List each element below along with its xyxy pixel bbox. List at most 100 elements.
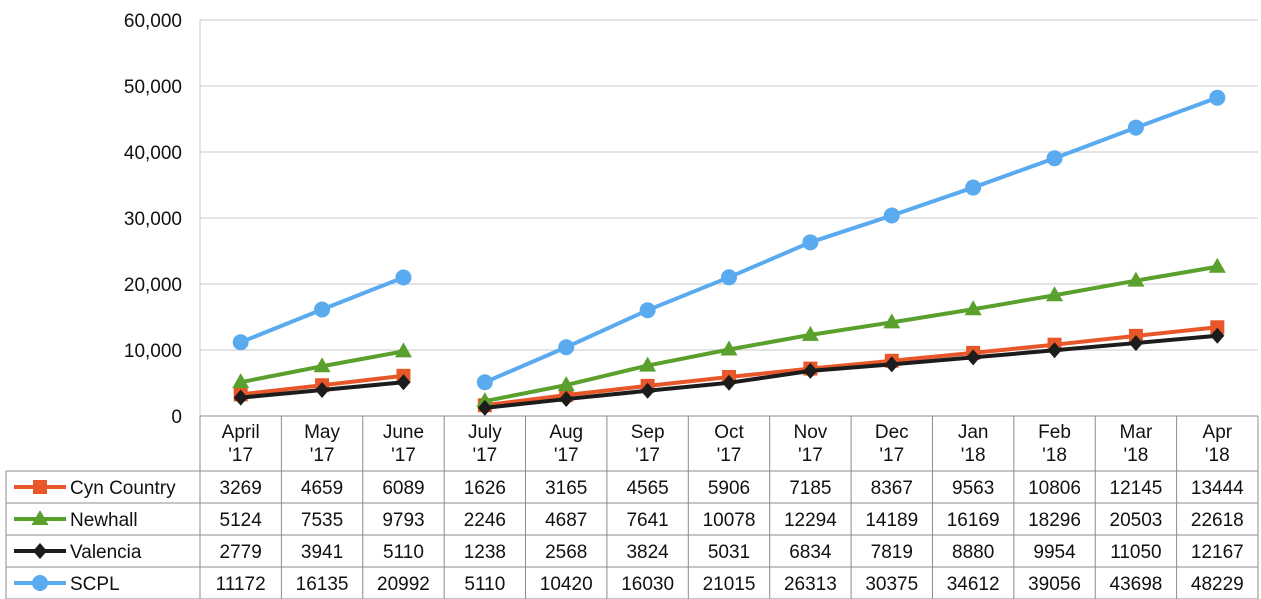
y-tick-label: 60,000 xyxy=(124,11,182,32)
x-tick-label: Aug xyxy=(549,422,583,443)
x-tick-label: Sep xyxy=(631,422,665,443)
x-tick-label: '17 xyxy=(879,445,904,466)
legend-entry: Valencia xyxy=(14,542,142,563)
table-cell: 10806 xyxy=(1028,478,1081,499)
data-point xyxy=(801,325,819,341)
table-cell: 34612 xyxy=(947,574,1000,595)
data-table: April'17May'17June'17July'17Aug'17Sep'17… xyxy=(5,415,1259,599)
table-cell: 3824 xyxy=(626,542,669,563)
x-tick-label: '17 xyxy=(472,445,497,466)
data-point xyxy=(396,374,411,391)
x-tick-label: '17 xyxy=(717,445,742,466)
data-point xyxy=(1127,119,1144,136)
table-cell: 26313 xyxy=(784,574,837,595)
data-point xyxy=(1128,335,1143,352)
data-point xyxy=(313,357,331,373)
x-tick-label: '18 xyxy=(961,445,986,466)
data-point xyxy=(883,207,900,224)
y-tick-label: 10,000 xyxy=(124,341,182,362)
data-point xyxy=(803,362,818,379)
x-tick-label: May xyxy=(304,422,340,443)
data-point xyxy=(1047,342,1062,359)
data-point xyxy=(966,349,981,366)
table-cell: 10420 xyxy=(540,574,593,595)
table-cell: 4687 xyxy=(545,510,587,531)
x-tick-label: '18 xyxy=(1124,445,1149,466)
x-tick-label: Feb xyxy=(1038,422,1071,443)
data-point xyxy=(639,356,657,372)
table-cell: 10078 xyxy=(703,510,756,531)
table-cell: 14189 xyxy=(865,510,918,531)
data-point xyxy=(477,399,492,416)
data-point xyxy=(721,269,737,286)
data-point xyxy=(722,374,736,391)
table-cell: 4659 xyxy=(301,478,343,499)
table-cell: 13444 xyxy=(1191,478,1244,499)
table-cell: 16169 xyxy=(947,510,1000,531)
legend-label: Newhall xyxy=(70,510,138,531)
x-tick-label: '18 xyxy=(1205,445,1230,466)
table-cell: 7185 xyxy=(789,478,831,499)
data-point xyxy=(558,339,575,356)
table-cell: 12167 xyxy=(1191,542,1244,563)
table-cell: 16135 xyxy=(296,574,349,595)
table-cell: 7819 xyxy=(871,542,913,563)
table-cell: 5124 xyxy=(220,510,263,531)
table-cell: 48229 xyxy=(1191,574,1244,595)
table-cell: 18296 xyxy=(1028,510,1081,531)
x-tick-label: Jan xyxy=(958,422,989,443)
series-line xyxy=(484,333,1218,410)
data-point xyxy=(1046,286,1064,302)
table-cell: 7535 xyxy=(301,510,343,531)
y-tick-label: 30,000 xyxy=(124,209,182,230)
table-cell: 12145 xyxy=(1110,478,1163,499)
data-point xyxy=(639,302,656,319)
series-lines xyxy=(232,89,1226,416)
data-point xyxy=(395,269,412,286)
table-cell: 7641 xyxy=(626,510,668,531)
legend-marker xyxy=(33,543,47,559)
table-cell: 9563 xyxy=(952,478,994,499)
table-cell: 8367 xyxy=(871,478,913,499)
table-cell: 43698 xyxy=(1110,574,1163,595)
data-point xyxy=(314,301,331,318)
table-cell: 9954 xyxy=(1033,542,1076,563)
table-cell: 20503 xyxy=(1110,510,1163,531)
data-point xyxy=(720,340,738,356)
legend-marker xyxy=(33,480,47,494)
table-cell: 39056 xyxy=(1028,574,1081,595)
y-tick-label: 0 xyxy=(171,407,182,428)
x-tick-label: '17 xyxy=(228,445,253,466)
table-cell: 20992 xyxy=(377,574,430,595)
x-tick-label: Apr xyxy=(1203,422,1233,443)
data-point xyxy=(640,382,655,399)
x-tick-label: Mar xyxy=(1120,422,1153,443)
table-cell: 8880 xyxy=(952,542,994,563)
legend-label: SCPL xyxy=(70,574,120,595)
table-cell: 9793 xyxy=(382,510,424,531)
table-cell: 11050 xyxy=(1110,542,1161,563)
x-tick-label: April xyxy=(222,422,260,443)
data-point xyxy=(1209,89,1226,106)
series-line xyxy=(484,95,1218,385)
table-cell: 3165 xyxy=(545,478,587,499)
legend-entry: Cyn Country xyxy=(14,478,176,499)
x-tick-label: '17 xyxy=(635,445,660,466)
data-point xyxy=(884,356,899,373)
table-cell: 6089 xyxy=(382,478,424,499)
table-cell: 21015 xyxy=(703,574,756,595)
y-axis: 0 10,000 20,000 30,000 40,000 50,000 60,000 xyxy=(124,11,182,428)
data-point xyxy=(1210,327,1225,344)
data-point xyxy=(476,374,493,391)
data-point xyxy=(802,234,819,251)
x-tick-label: July xyxy=(468,422,502,443)
table-cell: 2246 xyxy=(464,510,506,531)
table-cell: 2568 xyxy=(545,542,587,563)
series-line xyxy=(484,264,1218,404)
x-tick-label: '17 xyxy=(554,445,579,466)
table-cell: 2779 xyxy=(220,542,262,563)
data-point xyxy=(232,334,249,351)
series-scpl xyxy=(232,89,1226,391)
data-point xyxy=(964,300,982,316)
